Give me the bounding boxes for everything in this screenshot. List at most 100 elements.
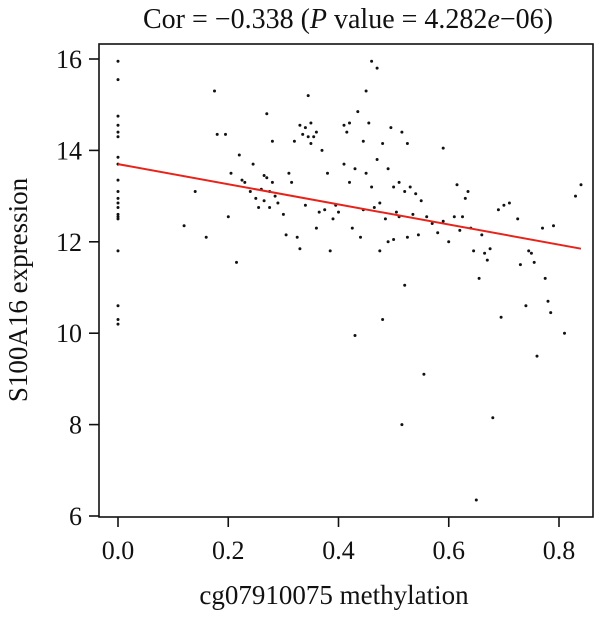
- data-point: [116, 318, 120, 321]
- x-tick-label: 0.0: [102, 536, 135, 565]
- data-point: [485, 258, 489, 262]
- data-point: [342, 162, 346, 166]
- data-point: [268, 206, 272, 209]
- y-tick-label: 16: [56, 45, 82, 74]
- data-point: [116, 114, 120, 118]
- data-point: [345, 130, 349, 134]
- data-point: [182, 224, 186, 228]
- data-point: [353, 334, 357, 337]
- data-point: [224, 132, 227, 136]
- data-point: [262, 199, 266, 203]
- data-point: [237, 153, 241, 157]
- y-tick-label: 14: [56, 136, 82, 165]
- data-point: [273, 194, 277, 198]
- data-point: [532, 260, 536, 264]
- y-tick-label: 8: [69, 411, 82, 440]
- data-point: [361, 139, 365, 143]
- title-p-italic: P: [309, 4, 327, 35]
- data-point: [527, 249, 531, 253]
- data-point: [516, 217, 520, 221]
- data-point: [452, 215, 456, 219]
- data-point: [447, 240, 451, 244]
- data-point: [422, 372, 426, 376]
- data-point: [507, 201, 511, 205]
- data-point: [496, 208, 500, 212]
- data-point: [270, 180, 274, 184]
- data-point: [383, 217, 387, 221]
- data-point: [240, 178, 244, 182]
- data-point: [204, 235, 208, 239]
- data-point: [518, 263, 522, 267]
- data-point: [372, 206, 376, 209]
- y-axis-label: S100A16 expression: [3, 177, 33, 402]
- data-point: [303, 126, 307, 130]
- data-point: [455, 183, 459, 187]
- data-point: [265, 112, 269, 116]
- data-point: [408, 185, 412, 189]
- data-point: [378, 201, 382, 205]
- chart-title: Cor = −0.338 (P value = 4.282e−06): [143, 4, 553, 35]
- x-tick-label: 0.4: [322, 536, 355, 565]
- plot-frame: [98, 43, 594, 518]
- data-point: [392, 238, 396, 241]
- data-point: [491, 416, 495, 420]
- data-point: [348, 121, 351, 125]
- data-point: [281, 212, 285, 216]
- data-point: [397, 180, 401, 184]
- data-point: [579, 183, 583, 187]
- data-point: [298, 123, 302, 127]
- y-tick-label: 10: [56, 319, 82, 348]
- data-point: [116, 135, 120, 139]
- data-point: [328, 249, 332, 253]
- data-point: [529, 251, 533, 255]
- data-point: [284, 233, 288, 237]
- data-point: [414, 192, 418, 196]
- data-point: [463, 196, 467, 200]
- data-point: [314, 130, 318, 134]
- data-point: [287, 171, 291, 175]
- data-point: [348, 180, 351, 184]
- data-point: [535, 354, 539, 358]
- data-point: [320, 148, 324, 152]
- data-point: [389, 126, 393, 130]
- data-point: [317, 210, 321, 214]
- data-point: [116, 215, 120, 219]
- title-middle: value = 4.282: [327, 4, 487, 35]
- data-point: [353, 167, 357, 171]
- data-point: [257, 206, 261, 209]
- data-point: [116, 201, 120, 205]
- data-point: [488, 247, 492, 251]
- data-point: [116, 59, 120, 63]
- data-point: [213, 89, 216, 93]
- data-point: [370, 185, 374, 189]
- data-point: [499, 315, 503, 319]
- data-point: [262, 174, 266, 177]
- data-point: [193, 190, 197, 193]
- y-tick-label: 6: [69, 502, 82, 531]
- x-axis-label: cg07910075 methylation: [199, 580, 469, 610]
- data-point: [342, 123, 346, 127]
- data-point: [458, 228, 462, 232]
- points-layer: [116, 59, 583, 502]
- data-point: [502, 203, 506, 207]
- x-axis: 0.0 0.2 0.4 0.6 0.8: [102, 517, 576, 565]
- x-tick-label: 0.8: [543, 536, 576, 565]
- data-point: [403, 283, 407, 287]
- data-point: [381, 142, 385, 145]
- data-point: [116, 178, 120, 182]
- title-suffix: −06): [500, 4, 553, 35]
- data-point: [116, 78, 120, 82]
- data-point: [480, 233, 484, 237]
- data-point: [386, 167, 390, 171]
- data-point: [116, 304, 120, 308]
- data-point: [251, 162, 255, 166]
- data-point: [436, 231, 440, 235]
- data-point: [276, 201, 280, 205]
- data-point: [306, 94, 310, 98]
- data-point: [116, 196, 120, 200]
- x-tick-label: 0.2: [212, 536, 245, 565]
- data-point: [295, 235, 299, 239]
- data-point: [392, 185, 396, 189]
